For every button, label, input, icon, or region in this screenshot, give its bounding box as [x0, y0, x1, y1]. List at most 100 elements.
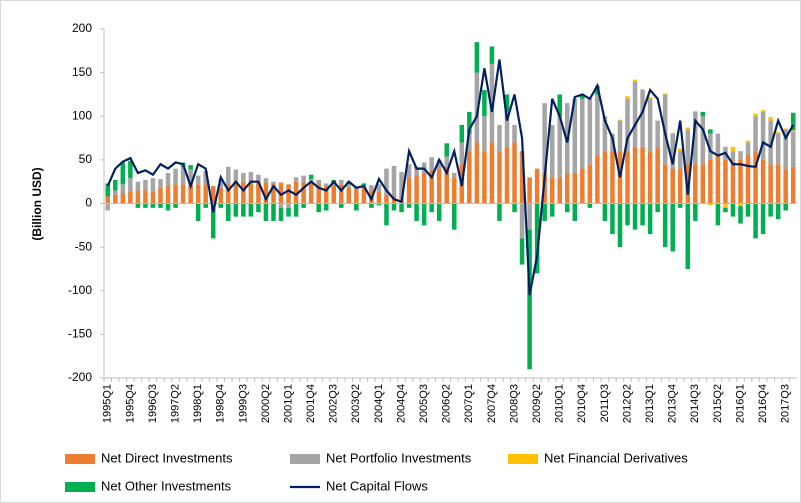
- bar-segment: [760, 111, 766, 160]
- bar-segment: [670, 203, 675, 252]
- bar-segment: [271, 203, 276, 221]
- bar-segment: [444, 143, 449, 157]
- bar-segment: [482, 90, 487, 117]
- bar-segment: [331, 184, 337, 187]
- bar-segment: [188, 182, 193, 204]
- bar-segment: [226, 184, 231, 204]
- bar-segment: [753, 113, 758, 117]
- x-tick-label: 2010Q4: [576, 384, 588, 423]
- bar-segment: [143, 203, 148, 208]
- bar-segment: [580, 98, 585, 169]
- bar-segment: [286, 184, 291, 204]
- bar-segment: [271, 184, 276, 204]
- bar-segment: [753, 203, 758, 239]
- bar-segment: [241, 203, 246, 217]
- bar-segment: [263, 178, 269, 183]
- bar-segment: [195, 184, 201, 204]
- bar-segment: [218, 179, 224, 188]
- bar-segment: [482, 116, 487, 152]
- bar-segment: [120, 162, 126, 185]
- bar-segment: [693, 164, 698, 204]
- x-tick-label: 2004Q1: [373, 384, 385, 423]
- bar-segment: [662, 203, 668, 248]
- bar-segment: [316, 184, 321, 204]
- bar-segment: [632, 81, 638, 147]
- bar-segment: [587, 98, 593, 165]
- bar-segment: [587, 203, 593, 208]
- bar-segment: [497, 124, 502, 152]
- bar-segment: [549, 124, 555, 178]
- bar-segment: [723, 207, 728, 213]
- bar-segment: [113, 179, 118, 191]
- bar-segment: [632, 146, 638, 204]
- bar-segment: [677, 203, 683, 208]
- x-tick-label: 1999Q3: [237, 384, 249, 423]
- bar-segment: [783, 168, 788, 204]
- bar-segment: [429, 203, 434, 213]
- bar-segment: [150, 191, 156, 204]
- bar-segment: [708, 133, 713, 160]
- bar-segment: [775, 131, 781, 134]
- x-tick-label: 2016Q1: [734, 384, 746, 423]
- bar-segment: [414, 166, 419, 176]
- x-tick-label: 2006Q2: [441, 384, 453, 423]
- bar-segment: [218, 203, 224, 208]
- bar-segment: [527, 177, 532, 204]
- bar-segment: [670, 133, 675, 169]
- bar-segment: [632, 79, 638, 82]
- x-tick-label: 2004Q4: [395, 384, 407, 423]
- bar-segment: [339, 184, 344, 204]
- bar-segment: [459, 124, 465, 143]
- bar-segment: [135, 190, 141, 204]
- bar-segment: [391, 165, 397, 197]
- bar-segment: [602, 116, 608, 152]
- x-tick-label: 2015Q2: [712, 384, 724, 423]
- x-tick-label: 1997Q2: [169, 384, 181, 423]
- bar-segment: [339, 179, 344, 185]
- bar-segment: [775, 203, 781, 220]
- bar-segment: [512, 142, 517, 204]
- bar-segment: [730, 164, 736, 204]
- bar-segment: [406, 177, 412, 204]
- bar-segment: [384, 203, 389, 226]
- bar-segment: [557, 116, 562, 178]
- bar-segment: [519, 238, 525, 265]
- bar-segment: [564, 172, 570, 204]
- bar-segment: [647, 98, 653, 152]
- bar-segment: [452, 203, 457, 230]
- bar-segment: [587, 164, 593, 204]
- bar-segment: [286, 203, 291, 208]
- bar-segment: [444, 156, 449, 167]
- bar-segment: [745, 203, 751, 217]
- bar-segment: [474, 142, 480, 204]
- bar-segment: [278, 203, 284, 208]
- bar-segment: [768, 203, 773, 217]
- bar-segment: [572, 98, 578, 173]
- bar-segment: [233, 182, 239, 204]
- bar-segment: [790, 131, 796, 167]
- bar-segment: [316, 179, 321, 185]
- y-tick-label: 50: [79, 152, 93, 166]
- bar-segment: [218, 187, 224, 204]
- bar-segment: [542, 103, 547, 173]
- bar-segment: [489, 142, 495, 204]
- bar-segment: [738, 151, 743, 160]
- bar-segment: [421, 172, 427, 204]
- bar-segment: [723, 159, 728, 204]
- bar-segment: [467, 151, 472, 204]
- y-tick-label: 150: [72, 65, 92, 79]
- bar-segment: [143, 179, 148, 191]
- bar-segment: [693, 111, 698, 165]
- bar-segment: [512, 203, 517, 213]
- bar-segment: [436, 159, 442, 169]
- bar-segment: [617, 203, 623, 248]
- bar-segment: [504, 94, 510, 112]
- bar-segment: [625, 96, 630, 99]
- bar-segment: [738, 203, 743, 207]
- bar-segment: [399, 172, 404, 199]
- bar-segment: [135, 203, 141, 208]
- bar-segment: [753, 151, 758, 204]
- bar-segment: [384, 168, 389, 195]
- y-tick-label: 100: [72, 108, 92, 122]
